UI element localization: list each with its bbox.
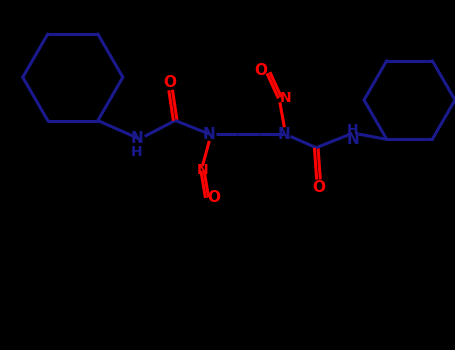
Text: N: N [203, 127, 216, 142]
Text: O: O [312, 180, 325, 195]
Text: O: O [163, 75, 176, 90]
Text: N: N [279, 91, 291, 105]
Text: O: O [207, 190, 220, 205]
Text: N: N [346, 132, 359, 147]
Text: N: N [197, 163, 208, 177]
Text: O: O [254, 63, 267, 78]
Text: N: N [130, 131, 143, 146]
Text: H: H [347, 122, 359, 136]
Text: N: N [278, 127, 291, 142]
Text: H: H [131, 145, 142, 159]
